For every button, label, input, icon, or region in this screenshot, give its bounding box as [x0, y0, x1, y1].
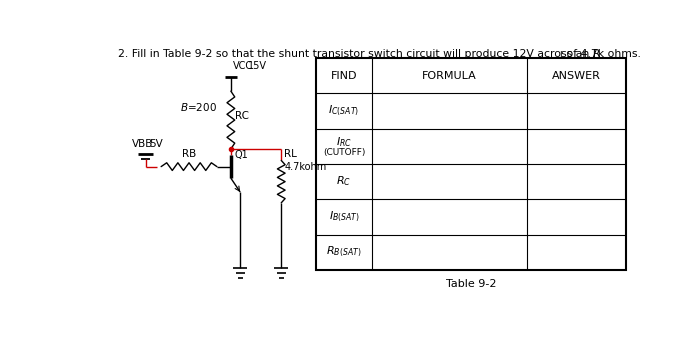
Text: FORMULA: FORMULA — [422, 71, 477, 81]
Text: RL: RL — [284, 149, 298, 159]
Text: L: L — [559, 51, 564, 60]
Text: RB: RB — [182, 149, 196, 159]
Text: VBB: VBB — [132, 139, 153, 149]
Text: $I_{C(SAT)}$: $I_{C(SAT)}$ — [328, 104, 360, 118]
Text: $R_{B(SAT)}$: $R_{B(SAT)}$ — [326, 245, 362, 259]
Text: ANSWER: ANSWER — [552, 71, 601, 81]
Bar — [316, 58, 626, 270]
Text: 5V: 5V — [150, 139, 163, 149]
Text: Table 9-2: Table 9-2 — [446, 279, 496, 289]
Text: VCC: VCC — [232, 61, 253, 71]
Text: RC: RC — [234, 111, 248, 121]
Text: 15V: 15V — [248, 61, 267, 71]
Text: $I_{B(SAT)}$: $I_{B(SAT)}$ — [328, 210, 360, 224]
Text: of 4.7k ohms.: of 4.7k ohms. — [564, 49, 641, 59]
Text: Q1: Q1 — [234, 150, 248, 161]
Text: (CUTOFF): (CUTOFF) — [323, 148, 365, 157]
Text: $I_{RC}$: $I_{RC}$ — [336, 135, 352, 149]
Text: 2. Fill in Table 9-2 so that the shunt transistor switch circuit will produce 12: 2. Fill in Table 9-2 so that the shunt t… — [118, 49, 600, 59]
Text: 4.7kohm: 4.7kohm — [284, 162, 327, 172]
Text: FIND: FIND — [331, 71, 357, 81]
Text: $\mathit{B}$=200: $\mathit{B}$=200 — [181, 101, 218, 113]
Text: $R_C$: $R_C$ — [337, 174, 351, 188]
